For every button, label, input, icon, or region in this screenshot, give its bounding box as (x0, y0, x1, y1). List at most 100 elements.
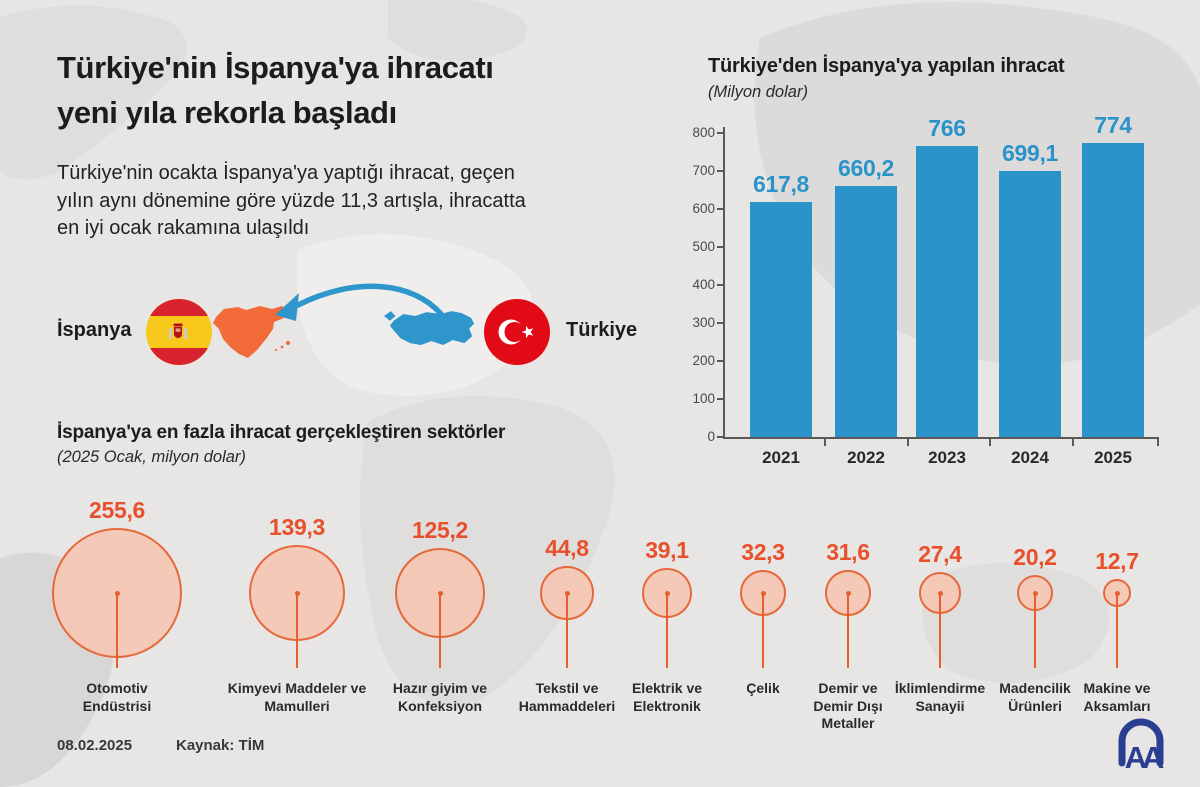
bubble-value-label: 12,7 (1095, 547, 1139, 574)
bubble-dot (114, 590, 120, 596)
bubble-stem (762, 593, 764, 668)
y-tick-mark (717, 246, 723, 248)
export-arrow-icon (275, 283, 444, 321)
spain-label: İspanya (57, 319, 132, 341)
bubble-sector-label: Madencilik Ürünleri (999, 680, 1071, 714)
bubble-dot (1032, 590, 1038, 596)
bar-chart-plot: 800 700 600 500 400 300 200 100 0 617,8 2021 660,2 2… (685, 55, 1195, 487)
bar-value-label: 660,2 (837, 155, 895, 182)
bubble-value-label: 31,6 (826, 539, 870, 566)
bubble-chart-header: İspanya'ya en fazla ihracat gerçekleştir… (57, 422, 505, 467)
x-tick-mark (1071, 439, 1074, 446)
y-tick-mark (717, 208, 723, 210)
bubble-value-label: 44,8 (545, 534, 589, 561)
x-tick-mark (823, 439, 826, 446)
lead-line: yılın aynı dönemine göre yüzde 11,3 artı… (57, 189, 526, 212)
turkey-flag-icon (484, 299, 550, 365)
y-tick-label: 300 (692, 315, 715, 330)
bar-2023 (916, 145, 978, 437)
bubble-dot (760, 590, 766, 596)
y-tick-label: 600 (692, 201, 715, 216)
y-tick-label: 400 (692, 277, 715, 292)
y-tick-mark (717, 360, 723, 362)
page-title: Türkiye'nin İspanya'ya ihracatı yeni yıl… (57, 46, 494, 135)
bubble-dot (294, 590, 300, 596)
y-tick-label: 200 (692, 353, 715, 368)
bubble-stem (847, 593, 849, 668)
page-title-line1: Türkiye'nin İspanya'ya ihracatı (57, 50, 494, 85)
bubble-sector-label: Kimyevi Maddeler ve Mamulleri (227, 680, 367, 714)
y-tick-mark (717, 170, 723, 172)
source-label: Kaynak: TİM (176, 737, 265, 754)
bubble-sector-label: Demir ve Demir Dışı Metaller (813, 680, 883, 732)
bar-chart-subtitle: (Milyon dolar) (708, 83, 808, 101)
bar-2021 (750, 202, 812, 437)
y-tick-mark (717, 284, 723, 286)
y-tick-label: 700 (692, 163, 715, 178)
bubble-stem (939, 593, 941, 668)
bubble-sector-label: Makine ve Aksamları (1083, 680, 1151, 714)
bubble-dot (564, 590, 570, 596)
bubble-dot (845, 590, 851, 596)
spain-map-icon (213, 306, 290, 358)
bubble-stem (566, 593, 568, 668)
bar-value-label: 766 (928, 114, 966, 141)
bubble-stem (296, 593, 298, 668)
bubble-stem (1116, 593, 1118, 668)
bubble-sector-label: Tekstil ve Hammaddeleri (518, 680, 616, 714)
y-tick-mark (717, 322, 723, 324)
bubble-dot (1114, 590, 1120, 596)
y-tick-label: 800 (692, 125, 715, 140)
bubble-sector-label: Hazır giyim ve Konfeksiyon (392, 680, 488, 714)
bubble-value-label: 255,6 (88, 497, 146, 523)
year-label: 2024 (1011, 448, 1049, 467)
turkey-label: Türkiye (566, 319, 638, 341)
bubble-sector-label: Elektrik ve Elektronik (631, 680, 703, 714)
x-tick-mark (906, 439, 909, 446)
year-label: 2022 (847, 448, 885, 467)
aa-agency-logo-icon: AA (1118, 718, 1169, 773)
x-tick-mark (1157, 439, 1159, 446)
bubble-value-label: 39,1 (645, 536, 689, 563)
spain-flag-icon (146, 299, 212, 365)
turkey-map-icon (384, 311, 475, 346)
bubble-chart: 255,6 Otomotiv Endüstrisi 139,3 Kimyevi Mad… (0, 480, 1200, 787)
date-label: 08.02.2025 (57, 737, 133, 754)
bubble-dot (937, 590, 943, 596)
lead-line: Türkiye'nin ocakta İspanya'ya yaptığı ih… (57, 162, 515, 184)
bar-2024 (999, 171, 1061, 437)
y-tick-mark (717, 132, 723, 134)
bubble-sector-label: Otomotiv Endüstrisi (82, 680, 152, 714)
y-tick-mark (717, 398, 723, 400)
bubble-stem (116, 593, 118, 668)
bubble-dot (664, 590, 670, 596)
bar-chart-title: Türkiye'den İspanya'ya yapılan ihracat (708, 55, 1065, 77)
y-tick-label: 500 (692, 239, 715, 254)
lead-paragraph: Türkiye'nin ocakta İspanya'ya yaptığı ih… (57, 160, 526, 243)
bubble-chart-subtitle: (2025 Ocak, milyon dolar) (57, 448, 246, 466)
y-tick-label: 0 (707, 429, 715, 444)
bar-value-label: 699,1 (1001, 140, 1059, 167)
x-axis (723, 437, 1159, 439)
y-axis (723, 127, 725, 437)
year-label: 2025 (1094, 448, 1132, 467)
bubble-value-label: 32,3 (741, 538, 785, 565)
bubble-chart-title: İspanya'ya en fazla ihracat gerçekleştir… (57, 422, 506, 443)
bubble-sector-label: İklimlendirme Sanayii (894, 680, 986, 714)
bar-chart: Türkiye'den İspanya'ya yapılan ihracat (… (685, 55, 1195, 487)
bubble-value-label: 20,2 (1013, 543, 1057, 570)
x-tick-mark (988, 439, 991, 446)
bubble-value-label: 125,2 (411, 516, 469, 543)
year-label: 2021 (762, 448, 800, 467)
year-label: 2023 (928, 448, 966, 467)
bar-2025 (1082, 142, 1144, 437)
bubble-sector-label: Çelik (746, 680, 780, 696)
bubble-value-label: 139,3 (268, 514, 326, 541)
bubble-dot (437, 590, 443, 596)
bubble-stem (666, 593, 668, 668)
page-title-line2: yeni yıla rekorla başladı (57, 94, 397, 130)
bar-value-label: 774 (1094, 111, 1132, 138)
bubble-stem (1034, 593, 1036, 668)
svg-text:AA: AA (1125, 740, 1164, 773)
